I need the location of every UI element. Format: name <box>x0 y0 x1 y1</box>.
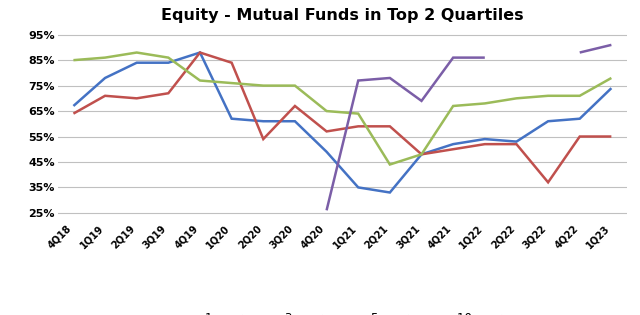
1 year <box>101 76 109 80</box>
Line: 10 years: 10 years <box>326 58 485 210</box>
1 year <box>576 117 584 121</box>
5 years <box>576 94 584 98</box>
5 years <box>418 152 426 156</box>
10 years <box>386 76 394 80</box>
5 years <box>196 79 204 83</box>
3 years <box>481 142 489 146</box>
1 year <box>291 119 299 123</box>
Line: 3 years: 3 years <box>74 53 611 182</box>
5 years <box>70 58 77 62</box>
3 years <box>291 104 299 108</box>
5 years <box>228 81 236 85</box>
3 years <box>607 135 615 138</box>
5 years <box>133 51 141 54</box>
1 year <box>164 61 172 65</box>
1 year <box>386 191 394 194</box>
1 year <box>355 186 362 189</box>
1 year <box>196 51 204 54</box>
3 years <box>323 129 330 133</box>
3 years <box>418 152 426 156</box>
1 year <box>228 117 236 121</box>
Line: 5 years: 5 years <box>74 53 611 164</box>
5 years <box>607 76 615 80</box>
1 year <box>70 104 77 108</box>
1 year <box>259 119 267 123</box>
3 years <box>449 147 457 151</box>
1 year <box>133 61 141 65</box>
1 year <box>449 142 457 146</box>
5 years <box>544 94 552 98</box>
5 years <box>449 104 457 108</box>
5 years <box>291 84 299 88</box>
Line: 1 year: 1 year <box>74 53 611 192</box>
10 years <box>449 56 457 60</box>
1 year <box>544 119 552 123</box>
5 years <box>259 84 267 88</box>
1 year <box>418 152 426 156</box>
3 years <box>513 142 520 146</box>
10 years <box>323 209 330 212</box>
5 years <box>323 109 330 113</box>
1 year <box>607 86 615 90</box>
5 years <box>164 56 172 60</box>
5 years <box>355 112 362 116</box>
1 year <box>323 150 330 154</box>
10 years <box>355 79 362 83</box>
3 years <box>544 180 552 184</box>
3 years <box>576 135 584 138</box>
10 years <box>481 56 489 60</box>
Legend: 1 year, 3 years, 5 years, 10 years: 1 year, 3 years, 5 years, 10 years <box>172 307 513 315</box>
Title: Equity - Mutual Funds in Top 2 Quartiles: Equity - Mutual Funds in Top 2 Quartiles <box>161 8 524 23</box>
5 years <box>386 163 394 166</box>
3 years <box>228 61 236 65</box>
3 years <box>101 94 109 98</box>
5 years <box>513 96 520 100</box>
3 years <box>386 124 394 128</box>
10 years <box>418 99 426 103</box>
1 year <box>481 137 489 141</box>
1 year <box>513 140 520 144</box>
5 years <box>481 101 489 105</box>
5 years <box>101 56 109 60</box>
3 years <box>259 137 267 141</box>
3 years <box>355 124 362 128</box>
3 years <box>196 51 204 54</box>
3 years <box>133 96 141 100</box>
3 years <box>164 91 172 95</box>
3 years <box>70 112 77 116</box>
